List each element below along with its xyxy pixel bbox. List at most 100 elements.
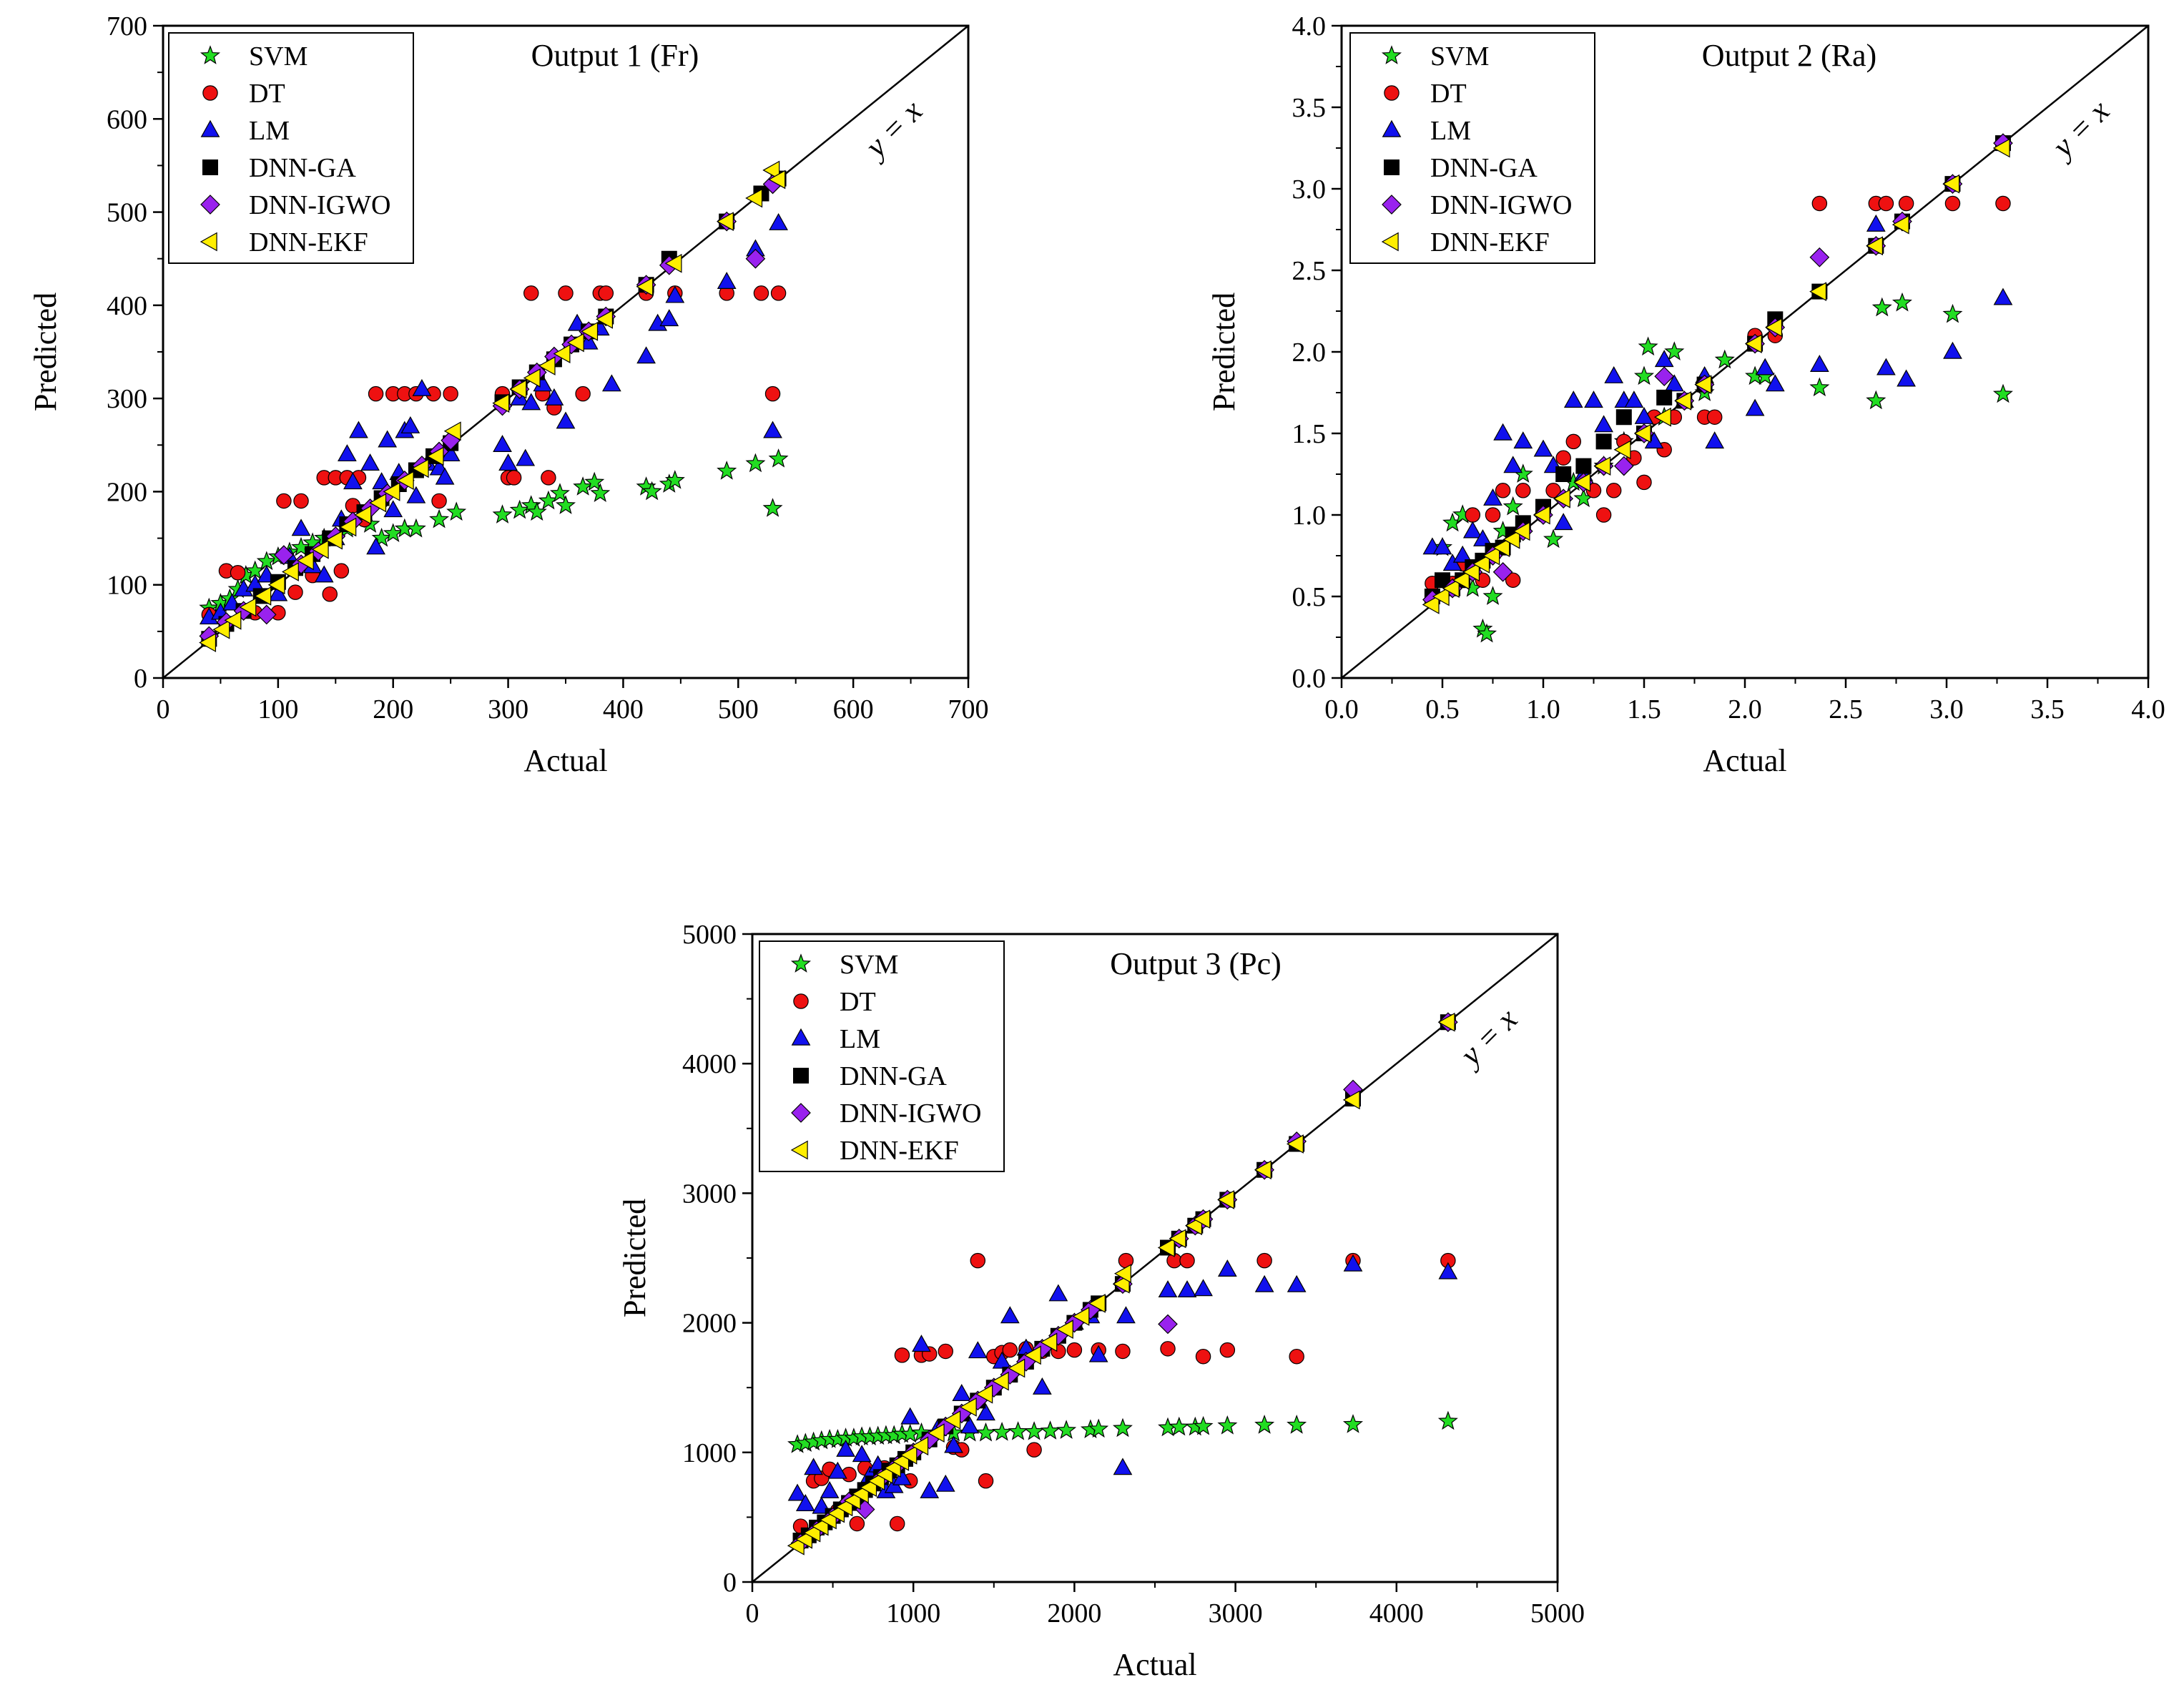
point-lm: [1809, 355, 1829, 372]
point-dnn-ekf: [492, 393, 510, 413]
legend-marker-dt: [1384, 85, 1400, 101]
point-lm: [820, 1480, 840, 1498]
point-dnn-ekf: [581, 321, 599, 341]
point-dnn-igwo: [1492, 561, 1513, 582]
legend-label-svm: SVM: [840, 950, 898, 980]
y-tick-label: 5000: [682, 920, 737, 950]
point-dnn-ekf: [1088, 1294, 1106, 1313]
point-svm: [1437, 1410, 1458, 1430]
x-tick-label: 2.0: [1728, 694, 1762, 724]
point-dt: [1289, 1348, 1304, 1365]
point-svm: [1342, 1414, 1364, 1433]
point-dnn-ekf: [1613, 440, 1631, 460]
point-dnn-ekf: [509, 379, 527, 399]
point-lm: [1116, 1306, 1136, 1324]
y-tick-label: 1.5: [1292, 419, 1327, 449]
x-tick-label: 1000: [886, 1598, 940, 1628]
point-dnn-ekf: [1432, 586, 1450, 606]
point-lm: [1533, 439, 1553, 457]
point-lm: [1943, 341, 1962, 359]
point-dnn-ekf: [768, 169, 786, 190]
x-tick-label: 0: [746, 1598, 759, 1628]
point-svm: [717, 461, 737, 480]
y-tick-label: 3.5: [1292, 93, 1327, 123]
legend-marker-lm: [200, 119, 220, 137]
y-tick-label: 0.0: [1292, 664, 1327, 694]
point-svm: [429, 508, 450, 529]
point-dt: [1195, 1348, 1211, 1365]
point-dt: [431, 493, 447, 509]
legend-label-dt: DT: [1430, 79, 1467, 109]
series-dnn-ekf: [199, 160, 786, 652]
point-lm: [852, 1445, 872, 1463]
legend-marker-dnn-ga: [1384, 159, 1400, 175]
point-lm: [1594, 415, 1613, 433]
point-dt: [1485, 507, 1501, 523]
point-dnn-ekf: [1512, 521, 1530, 541]
point-dnn-ekf: [1472, 554, 1490, 574]
point-dt: [293, 493, 309, 509]
point-dnn-ekf: [1653, 407, 1671, 427]
x-tick-label: 0: [157, 694, 170, 724]
point-lm: [912, 1335, 931, 1352]
legend-marker-dnn-ga: [202, 159, 218, 175]
point-svm: [1866, 390, 1887, 410]
point-dnn-ekf: [311, 539, 329, 559]
x-tick-label: 200: [373, 694, 413, 724]
point-dnn-ekf: [1573, 473, 1591, 492]
point-dt: [1811, 195, 1828, 212]
point-lm: [516, 448, 536, 466]
point-dnn-ga: [1656, 389, 1673, 406]
point-svm: [1008, 1421, 1028, 1440]
point-dnn-ekf: [523, 368, 541, 388]
point-dnn-ga: [1575, 458, 1592, 474]
point-dnn-ekf: [1113, 1264, 1131, 1284]
point-lm: [1493, 423, 1512, 441]
point-dnn-ekf: [1217, 1190, 1235, 1209]
point-lm: [1705, 431, 1725, 449]
point-lm: [601, 374, 621, 392]
point-dnn-ekf: [553, 344, 571, 363]
point-lm: [1584, 390, 1603, 408]
point-dnn-ekf: [339, 517, 357, 537]
point-lm: [665, 285, 685, 303]
point-svm: [1287, 1414, 1307, 1434]
point-dnn-ekf: [426, 446, 444, 466]
point-svm: [492, 504, 513, 524]
y-tick-label: 4.0: [1292, 11, 1327, 41]
point-dnn-ekf: [224, 610, 242, 630]
y-tick-label: 2.0: [1292, 338, 1327, 368]
y-tick-label: 400: [107, 291, 147, 321]
point-dnn-ekf: [1008, 1358, 1025, 1378]
point-lm: [521, 393, 541, 411]
point-lm: [360, 453, 380, 471]
y-tick-label: 600: [107, 104, 147, 134]
point-svm: [1056, 1420, 1077, 1439]
point-lm: [1866, 214, 1886, 232]
point-svm: [1633, 365, 1655, 385]
point-dnn-ekf: [1765, 318, 1782, 338]
point-dt: [849, 1515, 865, 1532]
point-dnn-ekf: [959, 1397, 977, 1417]
point-dnn-ekf: [538, 356, 556, 375]
point-dnn-ekf: [1442, 579, 1460, 598]
point-dnn-ekf: [1462, 562, 1480, 582]
point-dt: [523, 285, 539, 301]
legend-label-dnn-ga: DNN-GA: [1430, 153, 1538, 183]
point-lm: [769, 212, 788, 230]
point-dnn-ekf: [199, 633, 217, 652]
point-dt: [1545, 483, 1561, 498]
legend-label-dnn-igwo: DNN-IGWO: [249, 190, 390, 220]
point-svm: [1871, 297, 1892, 317]
point-dt: [770, 285, 787, 301]
point-svm: [664, 470, 685, 489]
point-dnn-ekf: [1157, 1238, 1175, 1257]
legend-marker-dnn-ekf: [790, 1140, 808, 1160]
point-svm: [1193, 1415, 1214, 1435]
point-dnn-ekf: [1694, 375, 1712, 394]
point-lm: [1745, 398, 1765, 416]
point-dnn-ekf: [1492, 538, 1510, 557]
point-svm: [1664, 341, 1685, 360]
point-dt: [1160, 1341, 1176, 1357]
